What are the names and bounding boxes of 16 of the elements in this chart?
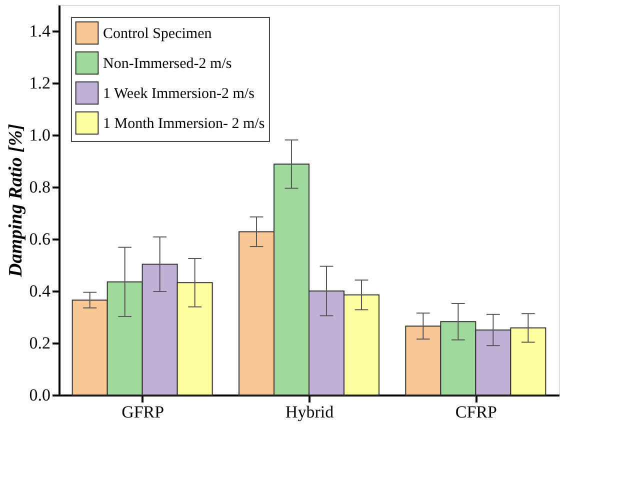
legend-label: 1 Week Immersion-2 m/s bbox=[103, 86, 255, 102]
y-tick-label: 0.0 bbox=[29, 386, 50, 404]
y-tick-label: 1.0 bbox=[29, 126, 50, 144]
y-tick-label: 1.2 bbox=[29, 74, 50, 92]
x-tick-label: CFRP bbox=[455, 402, 497, 422]
y-tick-label: 0.6 bbox=[29, 230, 50, 248]
y-tick-label: 0.8 bbox=[29, 178, 50, 196]
x-tick-label: GFRP bbox=[122, 402, 164, 422]
y-tick-label: 1.4 bbox=[29, 22, 51, 40]
legend-label: Control Specimen bbox=[103, 26, 212, 42]
x-tick-label: Hybrid bbox=[285, 402, 334, 422]
y-axis-title: Damping Ratio [%] bbox=[5, 124, 26, 278]
legend-label: 1 Month Immersion- 2 m/s bbox=[103, 116, 265, 132]
y-tick-label: 0.2 bbox=[29, 334, 50, 352]
y-tick-label: 0.4 bbox=[29, 282, 51, 300]
legend-label: Non-Immersed-2 m/s bbox=[103, 56, 232, 72]
